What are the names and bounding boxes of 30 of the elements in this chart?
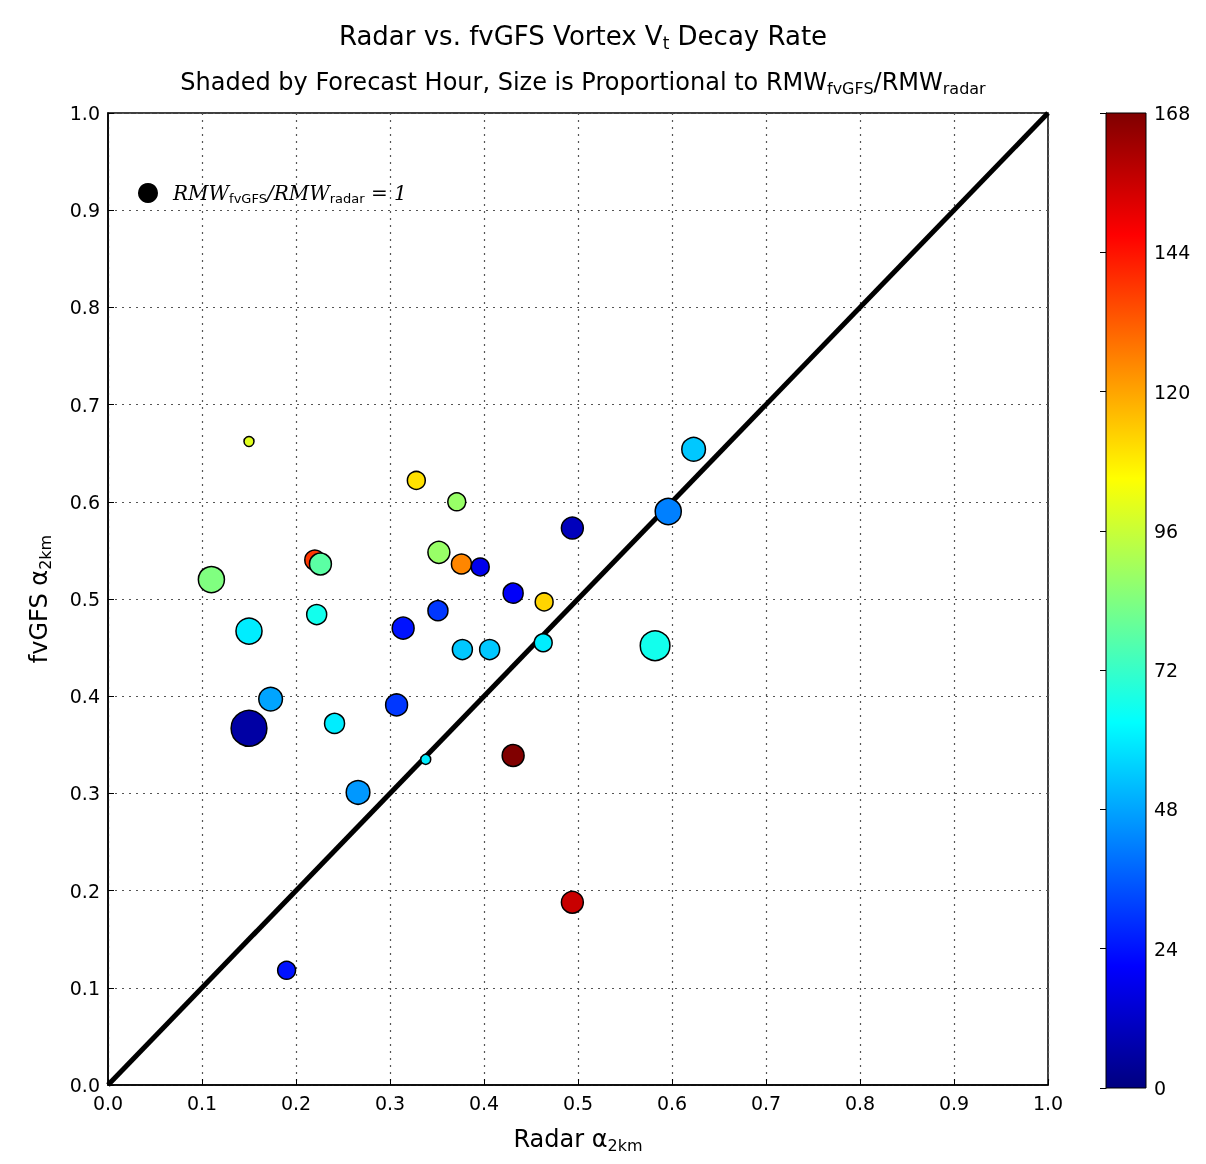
y-tick-label: 0.3 [69,782,100,805]
x-tick-label: 0.7 [750,1091,782,1114]
x-tick-label: 0.1 [186,1091,218,1114]
y-tick-label: 0.9 [69,199,100,222]
x-tick-label: 0.9 [938,1091,970,1114]
color-bar-label: 0 [1154,1077,1167,1099]
y-axis-title: fvGFS α2km [25,534,55,664]
color-bar-label: 168 [1154,102,1191,124]
x-tick-label: 0.8 [844,1091,876,1114]
x-tick-label: 0.6 [656,1091,688,1114]
x-tick-label: 0.4 [468,1091,500,1114]
y-tick-label: 0.2 [69,879,100,902]
y-tick-label: 0.7 [69,393,100,416]
y-tick-label: 0.8 [69,296,100,319]
y-tick-label: 0.5 [69,588,100,610]
x-tick-label: 0.5 [562,1091,594,1114]
color-bar-label: 24 [1154,937,1179,960]
color-bar-label: 72 [1154,659,1179,682]
y-tick-label: 1.0 [69,102,100,124]
color-bar-label: 144 [1154,241,1191,264]
y-tick-label: 0.4 [69,685,100,708]
color-bar-label: 96 [1154,519,1179,542]
x-tick-label: 0.3 [374,1091,406,1114]
x-tick-label: 0.2 [280,1091,312,1114]
color-bar-label: 120 [1154,380,1191,403]
legend-label: RMWfvGFS/RMWradar = 1 [172,181,407,206]
y-tick-label: 0.6 [69,490,100,513]
y-tick-label: 0.1 [69,976,100,999]
x-tick-label: 1.0 [1032,1091,1064,1114]
color-bar-label: 48 [1154,798,1179,821]
